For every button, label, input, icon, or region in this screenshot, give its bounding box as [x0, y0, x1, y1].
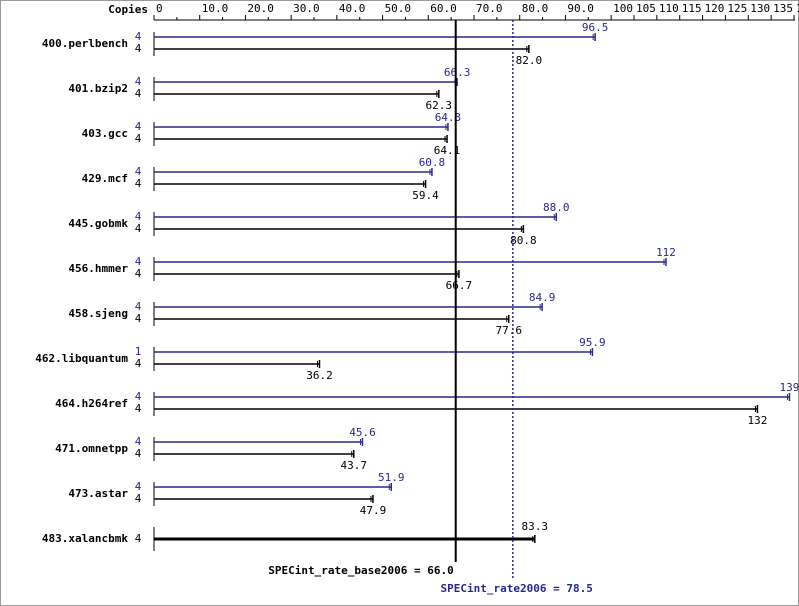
value-label: 139	[779, 381, 799, 394]
benchmark-name: 483.xalancbmk	[42, 532, 128, 545]
x-tick-label: 0	[156, 2, 163, 15]
value-label: 62.3	[426, 99, 453, 112]
copies: 4	[135, 480, 142, 493]
copies: 4	[135, 210, 142, 223]
x-tick-label: 80.0	[522, 2, 549, 15]
x-tick-label: 30.0	[293, 2, 320, 15]
copies: 4	[135, 492, 142, 505]
value-label: 80.8	[510, 234, 537, 247]
copies: 4	[135, 357, 142, 370]
copies: 4	[135, 75, 142, 88]
value-label: 88.0	[543, 201, 570, 214]
benchmark-name: 456.hmmer	[68, 262, 128, 275]
value-label: 64.1	[434, 144, 461, 157]
x-tick-label: 130	[750, 2, 770, 15]
copies: 4	[135, 177, 142, 190]
reference-label: SPECint_rate_base2006 = 66.0	[268, 564, 453, 577]
value-label: 112	[656, 246, 676, 259]
x-tick-label: 60.0	[430, 2, 457, 15]
copies: 4	[135, 435, 142, 448]
copies: 4	[135, 87, 142, 100]
value-label: 59.4	[412, 189, 439, 202]
value-label: 84.9	[529, 291, 556, 304]
value-label: 66.3	[444, 66, 471, 79]
x-tick-label: 10.0	[202, 2, 229, 15]
x-tick-label: 70.0	[476, 2, 503, 15]
value-label: 45.6	[349, 426, 376, 439]
copies: 4	[135, 312, 142, 325]
copies: 4	[135, 402, 142, 415]
copies: 4	[135, 165, 142, 178]
copies: 4	[135, 132, 142, 145]
reference-label: SPECint_rate2006 = 78.5	[441, 582, 593, 595]
benchmark-name: 462.libquantum	[35, 352, 128, 365]
copies: 4	[135, 30, 142, 43]
value-label: 47.9	[360, 504, 387, 517]
value-label: 96.5	[582, 21, 609, 34]
x-tick-label: 120	[705, 2, 725, 15]
value-label: 60.8	[419, 156, 446, 169]
x-tick-label: 110	[659, 2, 679, 15]
copies: 4	[135, 390, 142, 403]
x-tick-label: 40.0	[339, 2, 366, 15]
copies: 4	[135, 447, 142, 460]
value-label: 64.3	[435, 111, 462, 124]
benchmark-name: 471.omnetpp	[55, 442, 128, 455]
copies: 4	[135, 267, 142, 280]
benchmark-name: 445.gobmk	[68, 217, 128, 230]
value-label: 66.7	[446, 279, 473, 292]
x-tick-label: 125	[727, 2, 747, 15]
copies: 4	[135, 300, 142, 313]
benchmark-name: 473.astar	[68, 487, 128, 500]
copies: 4	[135, 120, 142, 133]
x-tick-label: 50.0	[385, 2, 412, 15]
x-tick-label: 135	[773, 2, 793, 15]
copies: 4	[135, 222, 142, 235]
benchmark-name: 401.bzip2	[68, 82, 128, 95]
copies-header: Copies	[108, 3, 148, 16]
copies: 1	[135, 345, 142, 358]
benchmark-name: 458.sjeng	[68, 307, 128, 320]
value-label: 51.9	[378, 471, 405, 484]
value-label: 132	[747, 414, 767, 427]
copies: 4	[135, 42, 142, 55]
value-label: 95.9	[579, 336, 606, 349]
benchmark-name: 400.perlbench	[42, 37, 128, 50]
value-label: 43.7	[341, 459, 368, 472]
x-tick-label: 100	[613, 2, 633, 15]
value-label: 77.6	[495, 324, 522, 337]
x-tick-label: 90.0	[567, 2, 594, 15]
benchmark-name: 464.h264ref	[55, 397, 128, 410]
value-label: 82.0	[516, 54, 543, 67]
x-tick-label: 20.0	[247, 2, 274, 15]
x-tick-label: 115	[682, 2, 702, 15]
copies: 4	[135, 255, 142, 268]
x-tick-label: 105	[636, 2, 656, 15]
x-tick-label: 140	[796, 2, 799, 15]
benchmark-name: 403.gcc	[82, 127, 128, 140]
value-label: 83.3	[522, 520, 549, 533]
copies: 4	[135, 532, 142, 545]
value-label: 36.2	[306, 369, 333, 382]
benchmark-name: 429.mcf	[82, 172, 128, 185]
